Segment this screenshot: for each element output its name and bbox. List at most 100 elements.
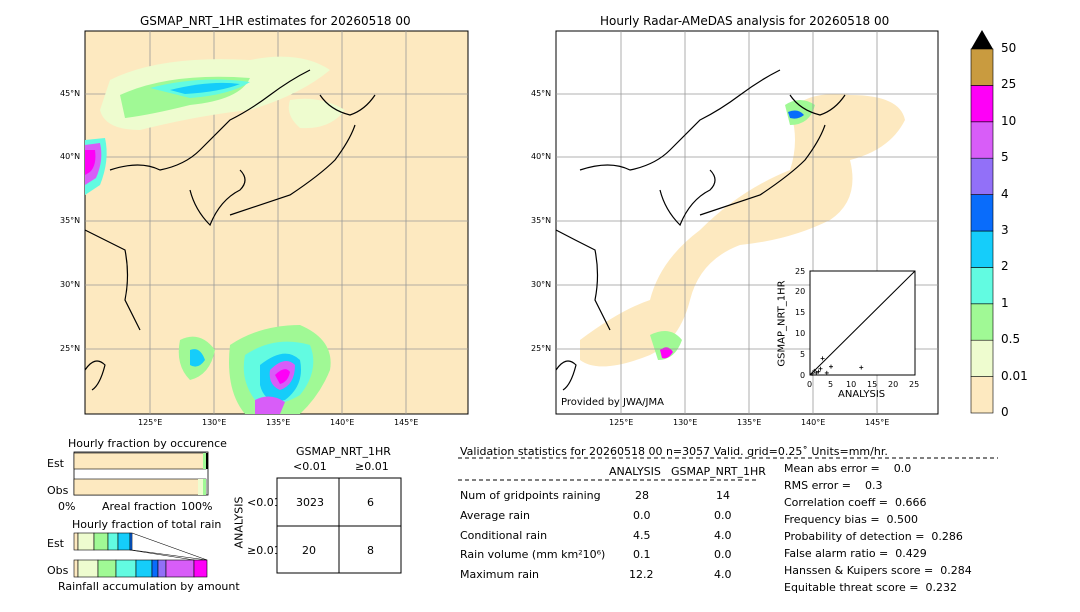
left-map: [84, 30, 469, 415]
validation-row-gsmap: 4.0: [714, 568, 732, 581]
total-rain-chart: [73, 532, 208, 578]
score-hk: Hanssen & Kuipers score = 0.284: [784, 564, 972, 577]
right-lon-145: 145°E: [865, 418, 890, 427]
left-lat-30: 30°N: [60, 280, 81, 289]
scatter-point: [824, 370, 829, 375]
scatter-point: [818, 366, 823, 371]
contingency-cell-false-alarm: 6: [367, 496, 374, 509]
right-coverage: [580, 94, 905, 367]
contingency-row-ge: ≥0.01: [247, 544, 281, 557]
colorbar-label: 4: [1001, 186, 1009, 201]
occurrence-row-est: Est: [47, 457, 64, 470]
colorbar-label: 50: [1001, 41, 1017, 55]
scatter-point: [829, 364, 833, 369]
occurrence-title: Hourly fraction by occurence: [68, 437, 227, 450]
score-correlation: Correlation coeff = 0.666: [784, 496, 927, 509]
contingency-title: GSMAP_NRT_1HR: [296, 445, 391, 458]
validation-header: Validation statistics for 20260518 00 n=…: [460, 445, 888, 458]
colorbar-label: 10: [1001, 113, 1017, 128]
scatter-point: [859, 365, 864, 370]
contingency-col-lt: <0.01: [293, 460, 327, 473]
total-rain-row-est: Est: [47, 537, 64, 550]
scatter-xtick-15: 15: [867, 380, 878, 389]
validation-col-analysis: ANALYSIS: [609, 465, 661, 478]
validation-row-analysis: 0.0: [633, 509, 651, 522]
scatter-xtick-20: 20: [888, 380, 899, 389]
occurrence-chart: [73, 451, 209, 496]
right-lon-125: 125°E: [609, 418, 634, 427]
right-lat-40: 40°N: [531, 152, 552, 161]
score-ets: Equitable threat score = 0.232: [784, 581, 957, 594]
left-coastline: [84, 69, 376, 391]
validation-row-label: Num of gridpoints raining: [460, 489, 601, 502]
validation-row-gsmap: 14: [716, 489, 730, 502]
validation-row-label: Maximum rain: [460, 568, 539, 581]
contingency-col-ge: ≥0.01: [355, 460, 389, 473]
right-map-title: Hourly Radar-AMeDAS analysis for 2026051…: [600, 14, 890, 28]
total-rain-footer: Rainfall accumulation by amount: [58, 580, 240, 593]
colorbar-label: 1: [1001, 295, 1009, 310]
left-lon-135: 135°E: [266, 418, 291, 427]
total-rain-row-obs: Obs: [47, 564, 69, 577]
colorbar-label: 0: [1001, 405, 1009, 419]
occurrence-axis-mid: Areal fraction: [102, 500, 177, 513]
validation-row-label: Rain volume (mm km²10⁶): [460, 548, 606, 561]
scatter-ytick-10: 10: [795, 329, 806, 338]
occurrence-row-obs: Obs: [47, 484, 69, 497]
validation-row-gsmap: 0.0: [714, 548, 732, 561]
left-lon-140: 140°E: [330, 418, 355, 427]
left-lon-125: 125°E: [138, 418, 163, 427]
contingency-cell-miss: 20: [302, 544, 316, 557]
right-lat-30: 30°N: [531, 280, 552, 289]
scatter-point: [814, 370, 819, 375]
colorbar-label: 25: [1001, 77, 1017, 92]
total-rain-title: Hourly fraction of total rain: [72, 518, 222, 531]
score-mae: Mean abs error = 0.0: [784, 462, 912, 475]
left-lat-35: 35°N: [60, 216, 81, 225]
validation-row-analysis: 0.1: [633, 548, 651, 561]
provider-label: Provided by JWA/JMA: [561, 397, 664, 408]
occurrence-axis-left: 0%: [58, 500, 76, 513]
score-rmse: RMS error = 0.3: [784, 479, 883, 492]
validation-row-analysis: 28: [635, 489, 649, 502]
right-rain-south: [650, 331, 682, 360]
left-lat-25: 25°N: [60, 344, 81, 353]
left-map-title: GSMAP_NRT_1HR estimates for 20260518 00: [140, 14, 411, 28]
scatter-ytick-20: 20: [795, 287, 806, 296]
scatter-xtick-0: 0: [807, 380, 813, 389]
colorbar-extend-arrow: [971, 30, 993, 49]
scatter-point: [812, 368, 817, 373]
right-lat-25: 25°N: [531, 344, 552, 353]
score-far: False alarm ratio = 0.429: [784, 547, 927, 560]
validation-row-analysis: 12.2: [629, 568, 654, 581]
scatter-xtick-25: 25: [909, 380, 920, 389]
scatter-inset: [809, 270, 916, 376]
contingency-grid: [276, 477, 402, 574]
right-coastline: [555, 69, 846, 391]
colorbar-label: 3: [1001, 223, 1009, 237]
right-lon-135: 135°E: [737, 418, 762, 427]
colorbar-label: 2: [1001, 259, 1009, 274]
validation-row-gsmap: 0.0: [714, 509, 732, 522]
validation-row-gsmap: 4.0: [714, 529, 732, 542]
contingency-cell-hit: 8: [367, 544, 374, 557]
left-rain-south: [178, 325, 331, 414]
colorbar-segment: [970, 48, 994, 86]
validation-col-gsmap: GSMAP_NRT_1HR: [671, 465, 766, 478]
scatter-point: [810, 371, 815, 376]
validation-row-analysis: 4.5: [633, 529, 651, 542]
contingency-row-lt: <0.01: [247, 496, 281, 509]
left-lat-45: 45°N: [60, 89, 81, 98]
right-lon-140: 140°E: [801, 418, 826, 427]
scatter-ytick-15: 15: [795, 308, 806, 317]
scatter-point: [816, 369, 821, 374]
validation-row-label: Average rain: [460, 509, 530, 522]
left-lat-40: 40°N: [60, 152, 81, 161]
right-lat-45: 45°N: [531, 89, 552, 98]
scatter-point: [820, 356, 825, 361]
left-lon-145: 145°E: [394, 418, 419, 427]
scatter-xlabel: ANALYSIS: [838, 389, 886, 400]
scatter-ytick-0: 0: [800, 371, 806, 380]
contingency-cell-hits-none: 3023: [296, 496, 324, 509]
